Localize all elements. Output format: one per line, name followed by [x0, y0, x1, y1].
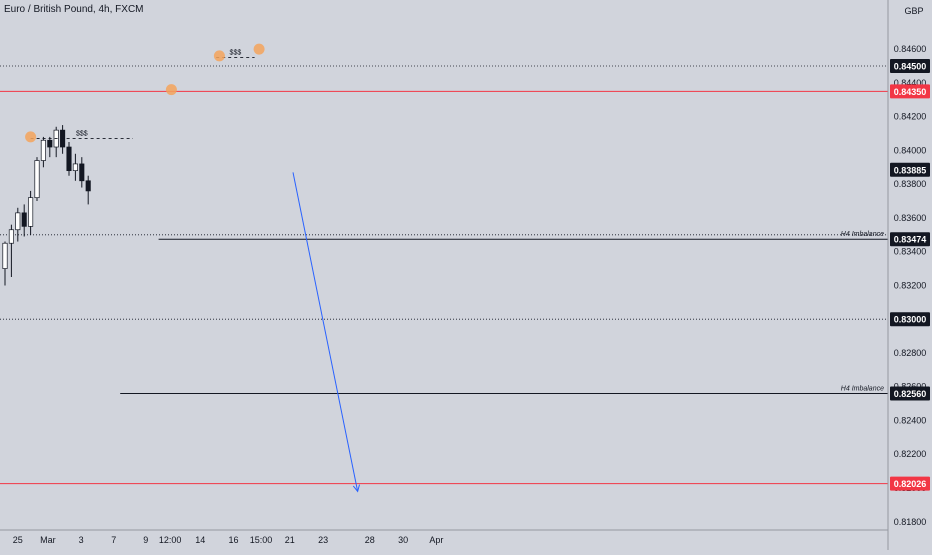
price-axis[interactable]: GBP 0.84600 0.84400 0.84200 0.84000 0.83800 0.…: [894, 6, 927, 527]
price-badge-label: 0.83474: [894, 235, 927, 245]
time-tick-label: 23: [318, 535, 328, 545]
price-badge: [890, 162, 930, 177]
candle-body: [8, 229, 14, 244]
swing-high-marker[interactable]: [25, 131, 37, 143]
time-tick-label: 12:00: [159, 535, 182, 545]
liquidity-label: $$$: [76, 131, 88, 138]
candle-body: [28, 197, 34, 227]
projection-arrow-head: [352, 484, 360, 493]
swing-high-marker[interactable]: [213, 50, 225, 62]
symbol-title: Euro / British Pound, 4h, FXCM: [4, 4, 144, 15]
candle-body: [34, 160, 40, 199]
price-badge: [890, 476, 930, 491]
price-tick-label: 0.84000: [894, 145, 927, 155]
price-tick-label: 0.83600: [894, 213, 927, 223]
price-badge: [890, 312, 930, 327]
price-tick-label: 0.81800: [894, 517, 927, 527]
candle-body: [72, 163, 78, 172]
time-tick-label: 9: [143, 535, 148, 545]
price-tick-label: 0.83200: [894, 280, 927, 290]
time-tick-label: Apr: [429, 535, 443, 545]
price-badge: [890, 84, 930, 99]
level-layer: H4 Imbalance H4 Imbalance: [0, 65, 888, 485]
price-tick-label: 0.82800: [894, 348, 927, 358]
time-tick-label: 30: [398, 535, 408, 545]
plot-background: [0, 0, 888, 530]
price-badge: [890, 232, 930, 247]
time-tick-label: 16: [228, 535, 238, 545]
annotation-layer: $$$ $$$: [25, 43, 360, 493]
swing-high-marker[interactable]: [253, 43, 265, 55]
price-tick-label: 0.84200: [894, 112, 927, 122]
projection-arrow-line[interactable]: [292, 172, 359, 492]
level-label: H4 Imbalance: [841, 231, 884, 238]
price-tick-label: 0.82400: [894, 415, 927, 425]
liquidity-label: $$$: [230, 50, 242, 57]
time-tick-label: 7: [111, 535, 116, 545]
swing-high-marker[interactable]: [165, 84, 177, 96]
candle-body: [15, 212, 21, 231]
candle-layer: [2, 125, 91, 286]
price-tick-label: 0.83800: [894, 179, 927, 189]
price-tick-label: 0.83400: [894, 247, 927, 257]
price-badge-label: 0.84500: [894, 62, 927, 72]
time-tick-label: 3: [79, 535, 84, 545]
time-axis[interactable]: 25 Mar 3 7 9 12:00 14 16 15:00 21 23 28 30 Apr: [13, 535, 444, 545]
candle-body: [2, 242, 8, 269]
time-tick-label: 21: [285, 535, 295, 545]
time-tick-label: 28: [365, 535, 375, 545]
time-tick-label: Mar: [40, 535, 56, 545]
price-badge-label: 0.84350: [894, 87, 927, 97]
price-tick-label: 0.84600: [894, 44, 927, 54]
price-badge-label: 0.82026: [894, 479, 927, 489]
price-badges: 0.84500 0.84350 0.83885 0.83474 0.83000 0.825…: [890, 59, 930, 491]
price-badge-label: 0.83885: [894, 165, 927, 175]
price-badge: [890, 59, 930, 73]
price-badge-label: 0.83000: [894, 315, 927, 325]
price-badge: [890, 386, 930, 401]
candle-body: [47, 139, 53, 148]
candle-body: [66, 146, 72, 172]
candle-body: [79, 163, 85, 182]
price-tick-label: 0.84400: [894, 78, 927, 88]
currency-label: GBP: [904, 6, 923, 16]
price-tick-label: 0.82200: [894, 449, 927, 459]
time-tick-label: 14: [195, 535, 205, 545]
price-badge-label: 0.82560: [894, 389, 927, 399]
candle-body: [85, 180, 91, 192]
time-tick-label: 25: [13, 535, 23, 545]
candle-body: [40, 139, 46, 161]
level-label: H4 Imbalance: [841, 385, 884, 392]
time-tick-label: 15:00: [250, 535, 273, 545]
candle-body: [21, 212, 27, 227]
